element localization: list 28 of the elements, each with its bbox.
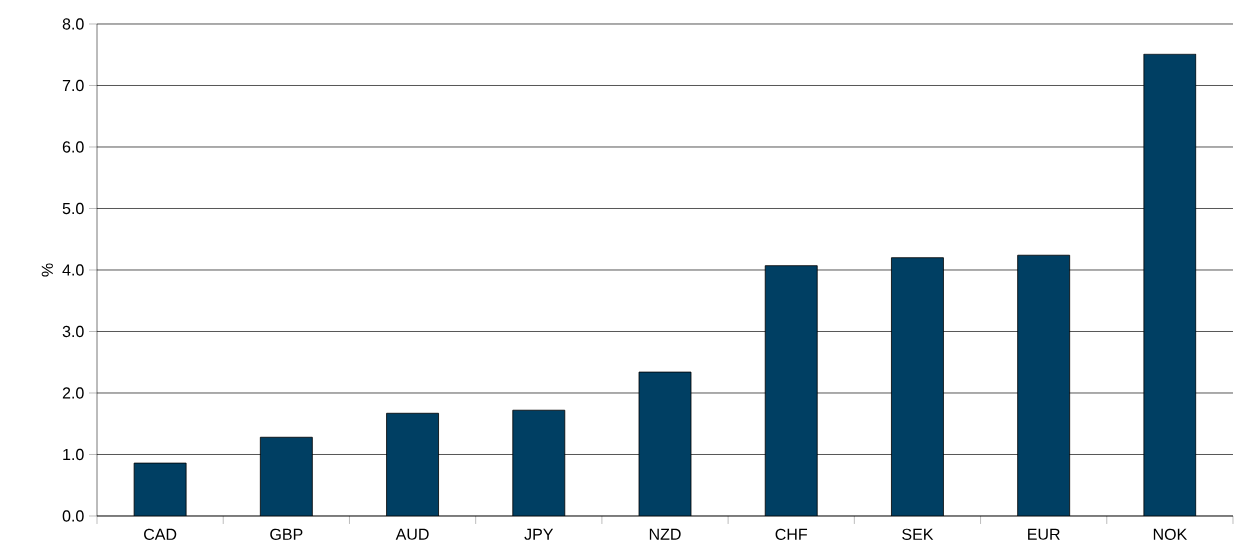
bar xyxy=(512,409,566,516)
bar xyxy=(891,257,944,516)
x-tick-label: SEK xyxy=(902,528,934,541)
y-tick-label: 7.0 xyxy=(62,79,84,92)
y-axis-title: % xyxy=(41,263,53,277)
x-tick-label: CHF xyxy=(775,528,808,541)
y-tick-label: 3.0 xyxy=(62,325,84,338)
bar xyxy=(133,462,187,516)
bar xyxy=(386,412,439,516)
x-tick-label: JPY xyxy=(524,528,554,540)
bar xyxy=(638,371,692,516)
y-tick-label: 6.0 xyxy=(62,141,84,153)
bar xyxy=(1143,53,1197,516)
y-tick-label: 8.0 xyxy=(62,18,84,30)
x-tick-label: NZD xyxy=(649,528,681,540)
x-tick-label: GBP xyxy=(270,528,303,541)
y-tick-label: 2.0 xyxy=(62,387,84,399)
x-tick-label: NOK xyxy=(1153,528,1188,541)
bar xyxy=(259,436,313,516)
x-tick-label: AUD xyxy=(395,528,429,540)
y-tick-label: 1.0 xyxy=(63,448,84,461)
x-tick-label: CAD xyxy=(144,528,177,541)
y-tick-label: 4.0 xyxy=(62,264,84,276)
bar xyxy=(764,265,818,516)
y-tick-label: 5.0 xyxy=(62,202,84,215)
bar xyxy=(1017,254,1071,516)
x-tick-label: EUR xyxy=(1028,528,1060,540)
y-tick-label: 0.0 xyxy=(62,510,84,522)
